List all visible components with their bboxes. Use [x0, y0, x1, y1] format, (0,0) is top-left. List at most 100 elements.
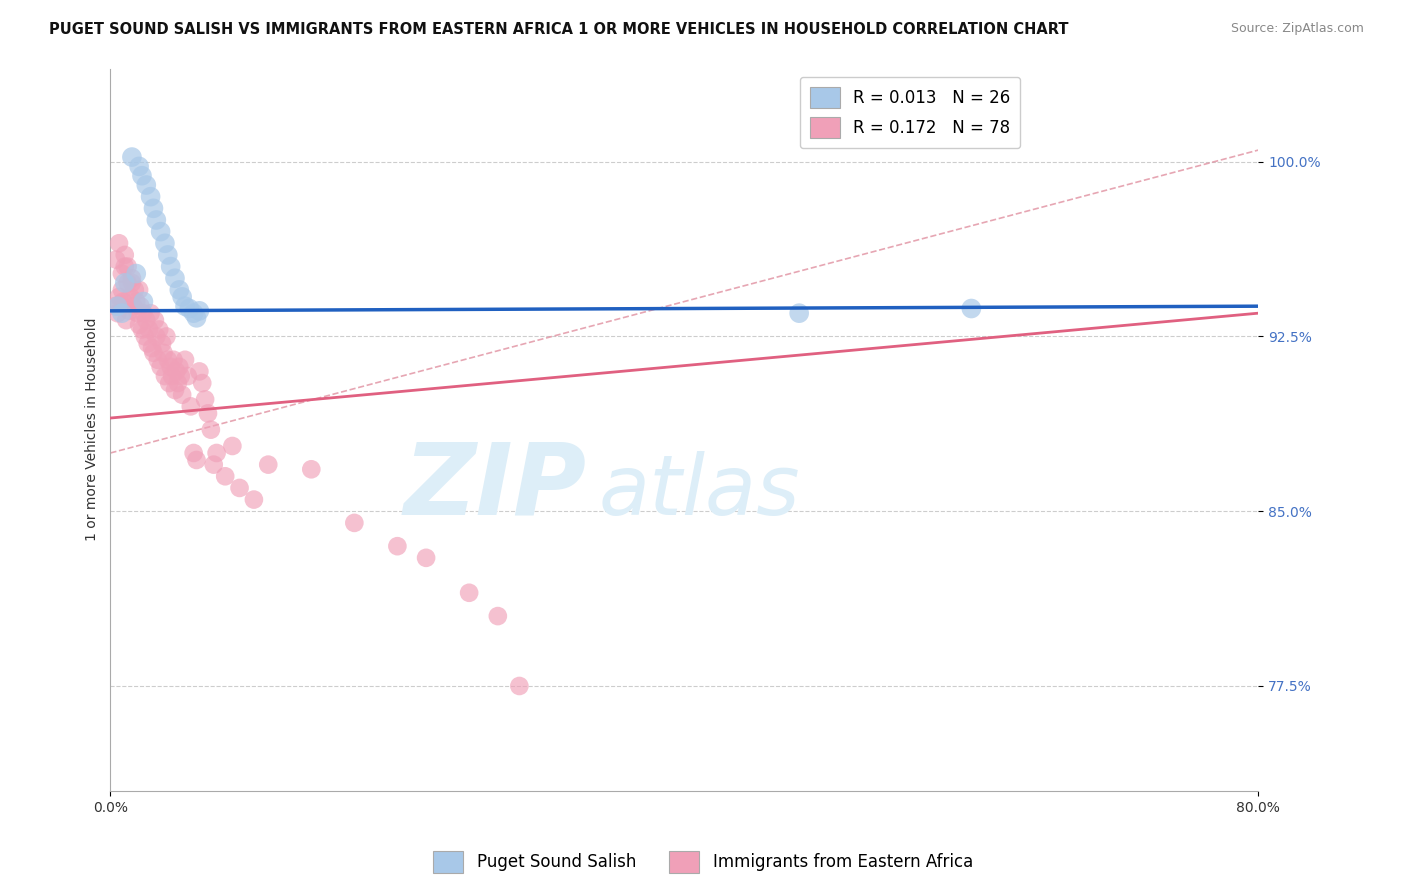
Y-axis label: 1 or more Vehicles in Household: 1 or more Vehicles in Household — [86, 318, 100, 541]
Point — [177, 369, 200, 384]
Point — [183, 446, 205, 460]
Point — [787, 306, 810, 320]
Point — [172, 388, 194, 402]
Point — [121, 271, 143, 285]
Point — [179, 301, 201, 316]
Point — [343, 516, 366, 530]
Point — [128, 160, 150, 174]
Point — [160, 369, 183, 384]
Point — [111, 283, 134, 297]
Point — [107, 299, 129, 313]
Text: atlas: atlas — [599, 450, 800, 532]
Point — [170, 369, 193, 384]
Point — [163, 383, 186, 397]
Point — [191, 376, 214, 390]
Point — [188, 303, 211, 318]
Point — [136, 336, 159, 351]
Point — [117, 276, 139, 290]
Point — [139, 189, 162, 203]
Point — [128, 318, 150, 332]
Point — [117, 260, 139, 274]
Point — [146, 352, 169, 367]
Point — [142, 346, 165, 360]
Point — [105, 252, 128, 267]
Point — [111, 267, 134, 281]
Point — [166, 376, 188, 390]
Point — [202, 458, 225, 472]
Point — [121, 150, 143, 164]
Point — [169, 283, 191, 297]
Point — [156, 248, 179, 262]
Point — [115, 313, 138, 327]
Point — [162, 352, 184, 367]
Text: PUGET SOUND SALISH VS IMMIGRANTS FROM EASTERN AFRICA 1 OR MORE VEHICLES IN HOUSE: PUGET SOUND SALISH VS IMMIGRANTS FROM EA… — [49, 22, 1069, 37]
Point — [159, 359, 181, 374]
Point — [214, 469, 236, 483]
Point — [508, 679, 530, 693]
Point — [157, 376, 180, 390]
Point — [153, 369, 176, 384]
Point — [108, 290, 131, 304]
Point — [143, 313, 166, 327]
Point — [128, 283, 150, 297]
Point — [114, 260, 136, 274]
Point — [228, 481, 250, 495]
Point — [114, 248, 136, 262]
Point — [183, 306, 205, 320]
Point — [174, 299, 197, 313]
Point — [156, 352, 179, 367]
Point — [243, 492, 266, 507]
Point — [163, 271, 186, 285]
Point — [169, 359, 191, 374]
Point — [458, 586, 481, 600]
Point — [120, 290, 142, 304]
Point — [152, 346, 174, 360]
Point — [104, 299, 127, 313]
Point — [172, 290, 194, 304]
Point — [194, 392, 217, 407]
Point — [108, 236, 131, 251]
Point — [107, 306, 129, 320]
Point — [415, 550, 437, 565]
Text: ZIP: ZIP — [404, 439, 586, 536]
Text: Source: ZipAtlas.com: Source: ZipAtlas.com — [1230, 22, 1364, 36]
Point — [131, 169, 153, 183]
Point — [174, 352, 197, 367]
Point — [125, 294, 148, 309]
Point — [125, 267, 148, 281]
Point — [141, 341, 163, 355]
Point — [155, 329, 177, 343]
Point — [139, 306, 162, 320]
Point — [257, 458, 280, 472]
Point — [129, 299, 152, 313]
Point — [118, 303, 141, 318]
Point — [121, 276, 143, 290]
Point — [159, 260, 181, 274]
Point — [188, 364, 211, 378]
Point — [200, 423, 222, 437]
Point — [165, 364, 187, 378]
Point — [132, 306, 155, 320]
Point — [149, 359, 172, 374]
Point — [131, 322, 153, 336]
Point — [186, 310, 208, 325]
Point — [299, 462, 322, 476]
Point — [205, 446, 228, 460]
Point — [124, 283, 146, 297]
Point — [127, 306, 149, 320]
Point — [387, 539, 409, 553]
Point — [135, 178, 157, 192]
Point — [135, 313, 157, 327]
Point — [150, 336, 173, 351]
Point — [110, 297, 132, 311]
Point — [221, 439, 243, 453]
Point — [149, 225, 172, 239]
Point — [138, 322, 160, 336]
Point — [186, 453, 208, 467]
Point — [153, 236, 176, 251]
Point — [111, 306, 134, 320]
Legend: R = 0.013   N = 26, R = 0.172   N = 78: R = 0.013 N = 26, R = 0.172 N = 78 — [800, 77, 1021, 148]
Legend: Puget Sound Salish, Immigrants from Eastern Africa: Puget Sound Salish, Immigrants from East… — [426, 845, 980, 880]
Point — [132, 294, 155, 309]
Point — [134, 329, 156, 343]
